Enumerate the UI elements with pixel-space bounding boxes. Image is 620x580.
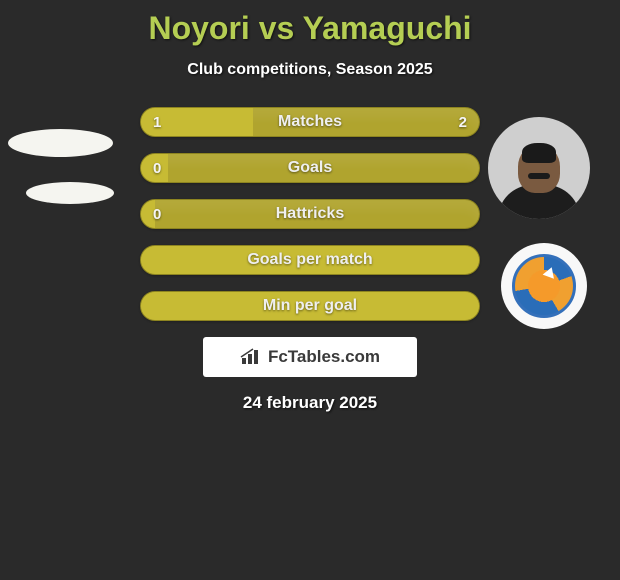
stat-bar: Min per goal <box>140 291 480 321</box>
stat-bar: Goals0 <box>140 153 480 183</box>
player-left-club-badge <box>26 182 114 204</box>
stat-bar: Goals per match <box>140 245 480 275</box>
player-right-avatar <box>488 117 590 219</box>
stat-bar: Matches12 <box>140 107 480 137</box>
stats-bars: Matches12 Goals0 Hattricks0 Goals per match… <box>140 107 480 321</box>
stat-value-right: 2 <box>447 108 479 136</box>
subtitle: Club competitions, Season 2025 <box>0 61 620 79</box>
stat-bar: Hattricks0 <box>140 199 480 229</box>
stat-label: Goals <box>141 154 479 182</box>
footer-date: 24 february 2025 <box>0 393 620 413</box>
page-title: Noyori vs Yamaguchi <box>0 0 620 47</box>
stat-bar-fill <box>141 246 479 274</box>
stat-bar-fill <box>141 108 253 136</box>
stat-bar-fill <box>141 200 155 228</box>
comparison-panel: Matches12 Goals0 Hattricks0 Goals per match… <box>0 107 620 413</box>
branding[interactable]: FcTables.com <box>203 337 417 377</box>
player-left-avatar <box>8 129 113 157</box>
stat-bar-fill <box>141 292 479 320</box>
branding-text: FcTables.com <box>268 347 380 367</box>
player-right-club-badge <box>501 243 587 329</box>
bar-chart-icon <box>240 348 262 366</box>
stat-label: Hattricks <box>141 200 479 228</box>
stat-bar-fill <box>141 154 168 182</box>
